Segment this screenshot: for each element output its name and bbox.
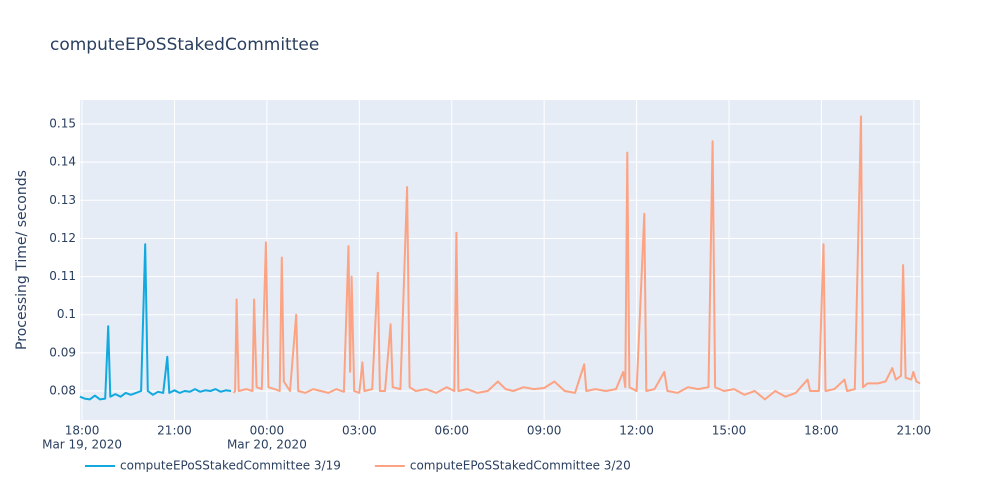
y-axis-label: Processing Time/ seconds: [14, 170, 30, 350]
legend-label: computeEPoSStakedCommittee 3/19: [120, 459, 341, 473]
x-tick-label: 06:00: [434, 424, 469, 438]
x-tick-label: 00:00: [250, 424, 285, 438]
legend-label: computeEPoSStakedCommittee 3/20: [410, 459, 631, 473]
x-tick-label: 21:00: [897, 424, 932, 438]
series-line: [79, 243, 232, 401]
x-tick-date: Mar 20, 2020: [227, 438, 307, 452]
y-tick-label: 0.15: [49, 117, 76, 131]
y-tick-label: 0.11: [49, 269, 76, 283]
x-tick-label: 03:00: [342, 424, 377, 438]
grid: [80, 100, 920, 420]
y-tick-label: 0.14: [49, 155, 76, 169]
y-tick-label: 0.08: [49, 384, 76, 398]
x-tick-label: 21:00: [157, 424, 192, 438]
x-tick-label: 12:00: [619, 424, 654, 438]
x-tick-label: 09:00: [527, 424, 562, 438]
labels: 0.08 0.09 0.1 0.11 0.12 0.13 0.14 0.15 18:00 21:0…: [42, 117, 931, 473]
y-tick-label: 0.12: [49, 231, 76, 245]
y-tick-label: 0.1: [57, 307, 76, 321]
x-tick-label: 18:00: [65, 424, 100, 438]
chart-title: computeEPoSStakedCommittee: [50, 35, 319, 55]
x-tick-date: Mar 19, 2020: [42, 438, 122, 452]
series-line: [232, 115, 921, 401]
y-tick-label: 0.13: [49, 193, 76, 207]
x-tick-label: 18:00: [804, 424, 839, 438]
marks: [79, 115, 921, 401]
plot-area: [80, 100, 920, 420]
y-tick-label: 0.09: [49, 345, 76, 359]
x-tick-label: 15:00: [712, 424, 747, 438]
